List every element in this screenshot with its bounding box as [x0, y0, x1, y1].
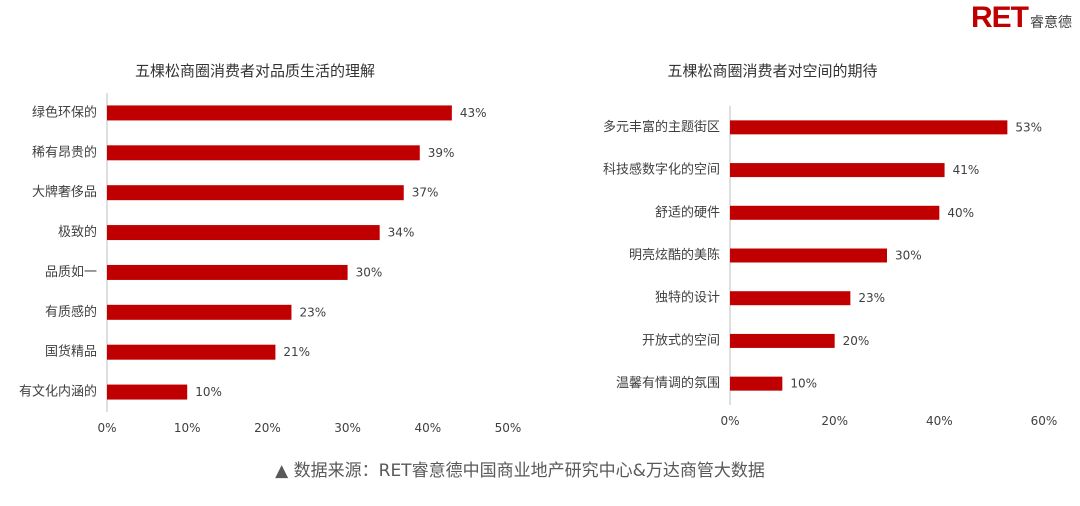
bar — [730, 333, 835, 348]
category-label: 温馨有情调的氛围 — [616, 375, 720, 391]
category-label: 明亮炫酷的美陈 — [629, 247, 720, 263]
bar — [107, 344, 276, 360]
category-label: 独特的设计 — [655, 290, 720, 306]
x-tick-label: 20% — [254, 421, 281, 435]
bar — [107, 264, 348, 280]
data-label: 23% — [858, 291, 885, 305]
x-tick-label: 0% — [720, 414, 739, 428]
bar — [730, 248, 887, 263]
data-label: 40% — [947, 206, 974, 220]
bar — [730, 291, 851, 306]
bar — [107, 304, 292, 320]
data-label: 41% — [953, 163, 980, 177]
data-label: 53% — [1015, 120, 1042, 134]
data-label: 30% — [356, 265, 383, 279]
bar — [730, 376, 783, 391]
x-tick-label: 50% — [495, 421, 522, 435]
bar — [107, 225, 380, 241]
category-label: 品质如一 — [45, 264, 97, 280]
category-label: 有文化内涵的 — [19, 384, 97, 400]
category-label: 舒适的硬件 — [655, 204, 720, 220]
logo-brand-text: RET — [971, 1, 1029, 34]
bar — [107, 145, 420, 161]
data-label: 39% — [428, 146, 455, 160]
category-label: 极致的 — [58, 224, 97, 240]
x-tick-label: 10% — [174, 421, 201, 435]
x-tick-label: 20% — [821, 414, 848, 428]
data-label: 21% — [283, 345, 310, 359]
data-label: 43% — [460, 106, 487, 120]
right-chart-title: 五棵松商圈消费者对空间的期待 — [667, 62, 878, 80]
data-label: 23% — [299, 305, 326, 319]
bar — [730, 120, 1008, 135]
data-label: 30% — [895, 249, 922, 263]
category-label: 开放式的空间 — [642, 332, 720, 348]
x-tick-label: 40% — [414, 421, 441, 435]
right-bar-chart: 多元丰富的主题街区 53% 科技感数字化的空间 41% 舒适的硬件 40% 明亮炫酷的美陈 3… — [603, 106, 1058, 428]
bar — [730, 205, 940, 220]
brand-logo: RET 睿意德 — [971, 3, 1072, 33]
data-label: 10% — [195, 385, 222, 399]
bar — [107, 185, 404, 201]
bar — [107, 105, 452, 121]
category-label: 绿色环保的 — [32, 104, 97, 120]
category-label: 有质感的 — [45, 304, 97, 320]
left-bar-chart: 绿色环保的 43% 稀有昂贵的 39% 大牌奢侈品 37% 极致的 34% 品质如一 30% 有质感… — [19, 93, 522, 435]
x-tick-label: 60% — [1031, 414, 1058, 428]
x-tick-label: 0% — [97, 421, 116, 435]
data-label: 37% — [412, 186, 439, 200]
data-label: 34% — [388, 226, 415, 240]
category-label: 国货精品 — [45, 344, 97, 360]
logo-cn-text: 睿意德 — [1030, 15, 1072, 31]
left-chart-title: 五棵松商圈消费者对品质生活的理解 — [134, 62, 375, 80]
data-source-note: ▲ 数据来源：RET睿意德中国商业地产研究中心&万达商管大数据 — [275, 461, 765, 481]
bar — [107, 384, 188, 400]
category-label: 稀有昂贵的 — [32, 144, 97, 160]
data-label: 10% — [790, 377, 817, 391]
x-tick-label: 40% — [926, 414, 953, 428]
category-label: 大牌奢侈品 — [32, 184, 97, 200]
category-label: 科技感数字化的空间 — [603, 162, 720, 178]
x-tick-label: 30% — [334, 421, 361, 435]
category-label: 多元丰富的主题街区 — [603, 119, 720, 135]
bar — [730, 163, 945, 178]
data-label: 20% — [843, 334, 870, 348]
